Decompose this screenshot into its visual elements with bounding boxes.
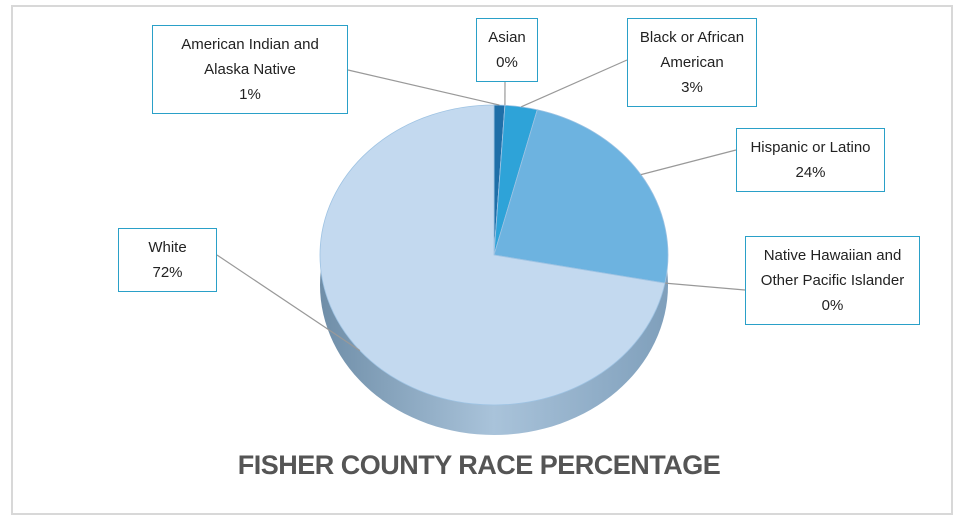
chart-title: FISHER COUNTY RACE PERCENTAGE	[237, 450, 721, 480]
label-value: 0%	[496, 54, 518, 71]
data-label: Black or African American 3%	[627, 18, 757, 107]
label-name: Hispanic or Latino	[750, 139, 871, 156]
label-value: 24%	[795, 164, 826, 181]
data-label: Asian 0%	[476, 18, 538, 82]
data-label: White 72%	[118, 228, 217, 292]
label-name: White	[148, 239, 187, 256]
frame	[11, 5, 953, 515]
label-value: 3%	[681, 79, 703, 96]
label-value: 0%	[821, 297, 844, 314]
label-value: 72%	[152, 264, 183, 281]
label-name: Native Hawaiian and Other Pacific Island…	[760, 247, 905, 289]
label-value: 1%	[239, 86, 261, 103]
label-name: Asian	[488, 29, 526, 46]
data-label: American Indian and Alaska Native 1%	[152, 25, 348, 114]
label-name: Black or African American	[639, 29, 745, 71]
pie-slice	[319, 104, 666, 406]
leader-line	[640, 149, 737, 176]
leader-line	[347, 69, 500, 106]
leader-line	[664, 282, 746, 291]
leader-line	[520, 59, 628, 108]
leader-line	[216, 254, 361, 352]
data-label: Native Hawaiian and Other Pacific Island…	[745, 236, 920, 325]
pie-slice	[493, 109, 669, 284]
label-name: American Indian and Alaska Native	[181, 36, 319, 78]
data-label: Hispanic or Latino 24%	[736, 128, 885, 192]
